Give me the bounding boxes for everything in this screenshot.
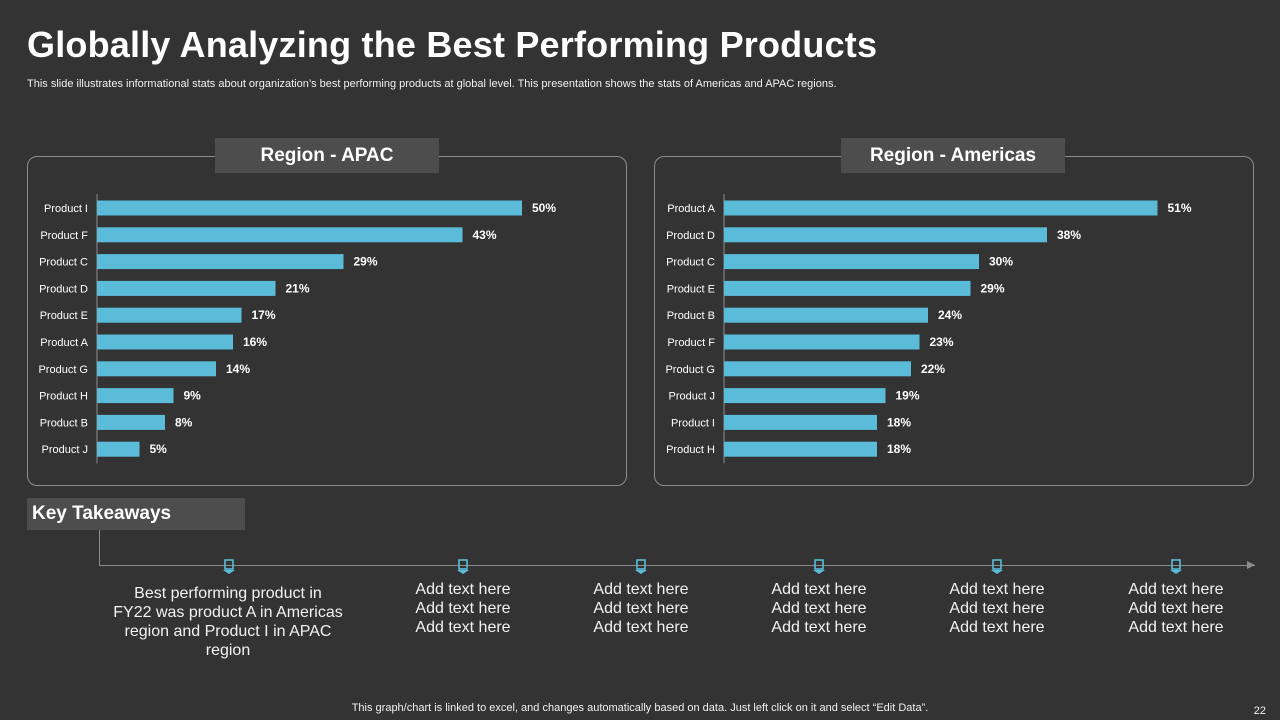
americas-category-label: Product J [669, 391, 715, 403]
apac-category-label: Product H [39, 391, 88, 403]
americas-bar[interactable] [724, 227, 1047, 243]
americas-value-label: 24% [938, 308, 962, 322]
americas-value-label: 29% [981, 281, 1005, 295]
americas-bar[interactable] [724, 200, 1158, 216]
apac-category-label: Product G [38, 364, 88, 376]
takeaway-text: Add text here Add text here Add text her… [1128, 581, 1224, 636]
timeline-line [99, 565, 1255, 566]
timeline-marker-icon [1170, 559, 1182, 574]
page-title: Globally Analyzing the Best Performing P… [27, 24, 878, 65]
americas-category-label: Product E [667, 283, 715, 295]
americas-bar[interactable] [724, 334, 920, 350]
americas-bar[interactable] [724, 388, 886, 404]
takeaway-main-text: Best performing product in FY22 was prod… [113, 585, 343, 659]
americas-value-label: 23% [930, 335, 954, 349]
americas-category-label: Product H [666, 444, 715, 456]
takeaway-text: Add text here Add text here Add text her… [771, 581, 867, 636]
timeline-marker-icon [813, 559, 825, 574]
apac-value-label: 17% [252, 308, 276, 322]
apac-value-label: 9% [184, 389, 202, 403]
apac-category-label: Product C [39, 257, 88, 269]
apac-category-label: Product E [40, 310, 88, 322]
americas-value-label: 18% [887, 442, 911, 456]
americas-bar[interactable] [724, 441, 877, 457]
timeline-marker-icon [223, 559, 235, 574]
apac-bar[interactable] [97, 334, 233, 350]
takeaway-text: Add text here Add text here Add text her… [949, 581, 1045, 636]
americas-value-label: 51% [1168, 201, 1192, 215]
americas-bar-chart[interactable]: Product A 51% Product D 38% Product C 30% Prod… [654, 156, 1254, 486]
americas-category-label: Product G [665, 364, 715, 376]
americas-value-label: 30% [989, 255, 1013, 269]
apac-value-label: 29% [354, 255, 378, 269]
americas-bar[interactable] [724, 307, 928, 323]
americas-bar[interactable] [724, 254, 979, 270]
apac-bar[interactable] [97, 441, 140, 457]
timeline-connector [99, 530, 100, 566]
apac-bar[interactable] [97, 254, 344, 270]
apac-bar[interactable] [97, 227, 463, 243]
page-subtitle: This slide illustrates informational sta… [27, 78, 837, 90]
apac-category-label: Product B [40, 417, 88, 429]
apac-value-label: 16% [243, 335, 267, 349]
americas-value-label: 19% [896, 389, 920, 403]
apac-value-label: 43% [473, 228, 497, 242]
key-takeaways-heading: Key Takeaways [27, 498, 245, 530]
americas-category-label: Product D [666, 230, 715, 242]
page-number: 22 [1253, 705, 1266, 717]
apac-bar[interactable] [97, 388, 174, 404]
apac-value-label: 50% [532, 201, 556, 215]
apac-bar[interactable] [97, 361, 216, 377]
americas-bar[interactable] [724, 361, 911, 377]
americas-bar[interactable] [724, 280, 971, 296]
apac-chart-title: Region - APAC [215, 138, 439, 173]
americas-category-label: Product B [667, 310, 715, 322]
americas-category-label: Product A [667, 203, 715, 215]
apac-bar[interactable] [97, 280, 276, 296]
americas-chart-title: Region - Americas [841, 138, 1065, 173]
apac-category-label: Product A [40, 337, 88, 349]
takeaway-text: Add text here Add text here Add text her… [593, 581, 689, 636]
americas-category-label: Product F [667, 337, 715, 349]
takeaway-text: Add text here Add text here Add text her… [415, 581, 511, 636]
americas-category-label: Product I [671, 417, 715, 429]
timeline-arrow-icon [1247, 561, 1255, 569]
apac-value-label: 21% [286, 281, 310, 295]
apac-category-label: Product D [39, 283, 88, 295]
americas-value-label: 22% [921, 362, 945, 376]
apac-category-label: Product F [40, 230, 88, 242]
apac-value-label: 14% [226, 362, 250, 376]
americas-category-label: Product C [666, 257, 715, 269]
americas-bar[interactable] [724, 414, 877, 430]
americas-value-label: 38% [1057, 228, 1081, 242]
apac-category-label: Product I [44, 203, 88, 215]
apac-bar-chart[interactable]: Product I 50% Product F 43% Product C 29% Prod… [27, 156, 627, 486]
timeline-marker-icon [991, 559, 1003, 574]
timeline-marker-icon [635, 559, 647, 574]
apac-bar[interactable] [97, 307, 242, 323]
apac-category-label: Product J [42, 444, 88, 456]
apac-value-label: 8% [175, 415, 193, 429]
timeline-marker-icon [457, 559, 469, 574]
americas-value-label: 18% [887, 415, 911, 429]
footer-note: This graph/chart is linked to excel, and… [351, 702, 929, 714]
apac-bar[interactable] [97, 200, 522, 216]
apac-bar[interactable] [97, 414, 165, 430]
apac-value-label: 5% [150, 442, 168, 456]
